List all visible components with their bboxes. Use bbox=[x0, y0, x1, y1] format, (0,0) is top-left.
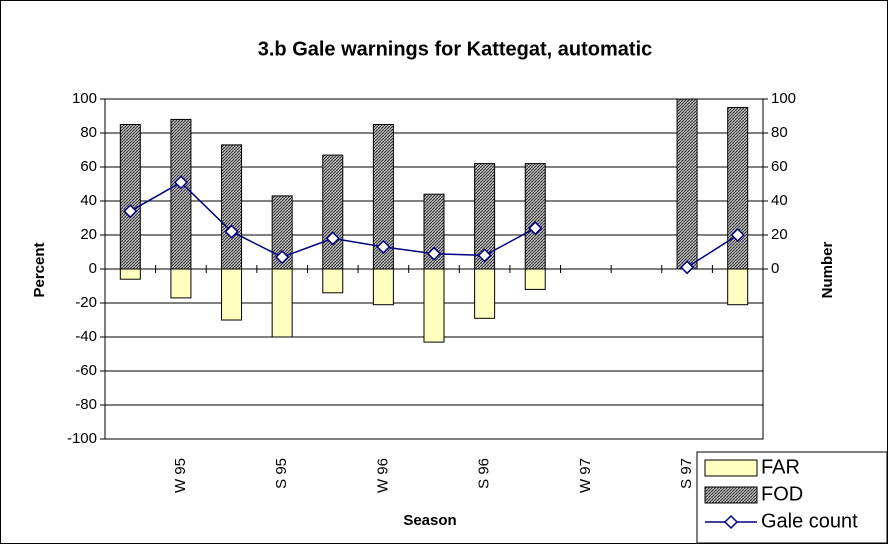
legend-label: FOD bbox=[761, 483, 803, 505]
point bbox=[123, 204, 138, 219]
bar bbox=[727, 268, 749, 306]
x-axis-label: Season bbox=[403, 512, 456, 529]
y-tick-label: 60 bbox=[80, 158, 97, 175]
bar bbox=[676, 98, 698, 270]
point bbox=[680, 260, 695, 275]
y-axis-label: Percent bbox=[31, 242, 48, 297]
legend-swatch bbox=[704, 486, 758, 504]
bar bbox=[372, 268, 394, 306]
bar bbox=[372, 124, 394, 270]
y-tick-label: -20 bbox=[75, 294, 97, 311]
y2-tick-label: 40 bbox=[771, 192, 788, 209]
bar bbox=[423, 193, 445, 270]
y-tick-label: -100 bbox=[67, 430, 97, 447]
bar bbox=[170, 268, 192, 299]
bar bbox=[221, 268, 243, 321]
point bbox=[477, 248, 492, 263]
chart-title: 3.b Gale warnings for Kattegat, automati… bbox=[258, 38, 653, 60]
y-tick-label: 80 bbox=[80, 124, 97, 141]
y-tick-label: -80 bbox=[75, 396, 97, 413]
bar bbox=[524, 268, 546, 290]
y-tick-label: 40 bbox=[80, 192, 97, 209]
bar bbox=[271, 268, 293, 338]
point bbox=[173, 175, 188, 190]
point bbox=[275, 250, 290, 265]
legend-swatch bbox=[704, 459, 758, 477]
bar bbox=[727, 107, 749, 270]
y2-tick-label: 100 bbox=[771, 90, 796, 107]
x-tick-label: S 97 bbox=[678, 458, 695, 489]
plot-border bbox=[104, 98, 764, 440]
point bbox=[325, 231, 340, 246]
legend-label: Gale count bbox=[761, 510, 858, 532]
point bbox=[730, 227, 745, 243]
legend-marker bbox=[723, 514, 739, 530]
bar bbox=[271, 195, 293, 270]
x-tick-label: S 95 bbox=[273, 458, 290, 489]
bar bbox=[423, 268, 445, 343]
y-tick-label: -60 bbox=[75, 362, 97, 379]
point bbox=[528, 221, 543, 236]
y2-tick-label: 0 bbox=[771, 260, 779, 277]
y2-axis-label: Number bbox=[819, 242, 836, 299]
x-tick-label: W 96 bbox=[374, 458, 391, 493]
y-tick-label: 0 bbox=[89, 260, 97, 277]
x-tick-label: S 96 bbox=[476, 458, 493, 489]
bar bbox=[474, 268, 496, 319]
legend-label: FAR bbox=[761, 456, 800, 478]
y-tick-label: -40 bbox=[75, 328, 97, 345]
bar bbox=[170, 118, 192, 270]
point bbox=[426, 246, 442, 261]
bar bbox=[119, 268, 141, 280]
point bbox=[376, 239, 391, 254]
bar bbox=[322, 268, 344, 294]
bar bbox=[221, 144, 243, 270]
y2-tick-label: 60 bbox=[771, 158, 788, 175]
y-tick-label: 20 bbox=[80, 226, 97, 243]
point bbox=[224, 224, 239, 239]
y-tick-label: 100 bbox=[72, 90, 97, 107]
line bbox=[686, 234, 739, 268]
bar bbox=[119, 124, 141, 270]
y2-tick-label: 20 bbox=[771, 226, 788, 243]
x-tick-label: W 95 bbox=[172, 458, 189, 493]
bar bbox=[474, 163, 496, 270]
x-tick-label: W 97 bbox=[577, 458, 594, 493]
bar bbox=[322, 154, 344, 270]
y2-tick-label: 80 bbox=[771, 124, 788, 141]
bar bbox=[524, 163, 546, 270]
